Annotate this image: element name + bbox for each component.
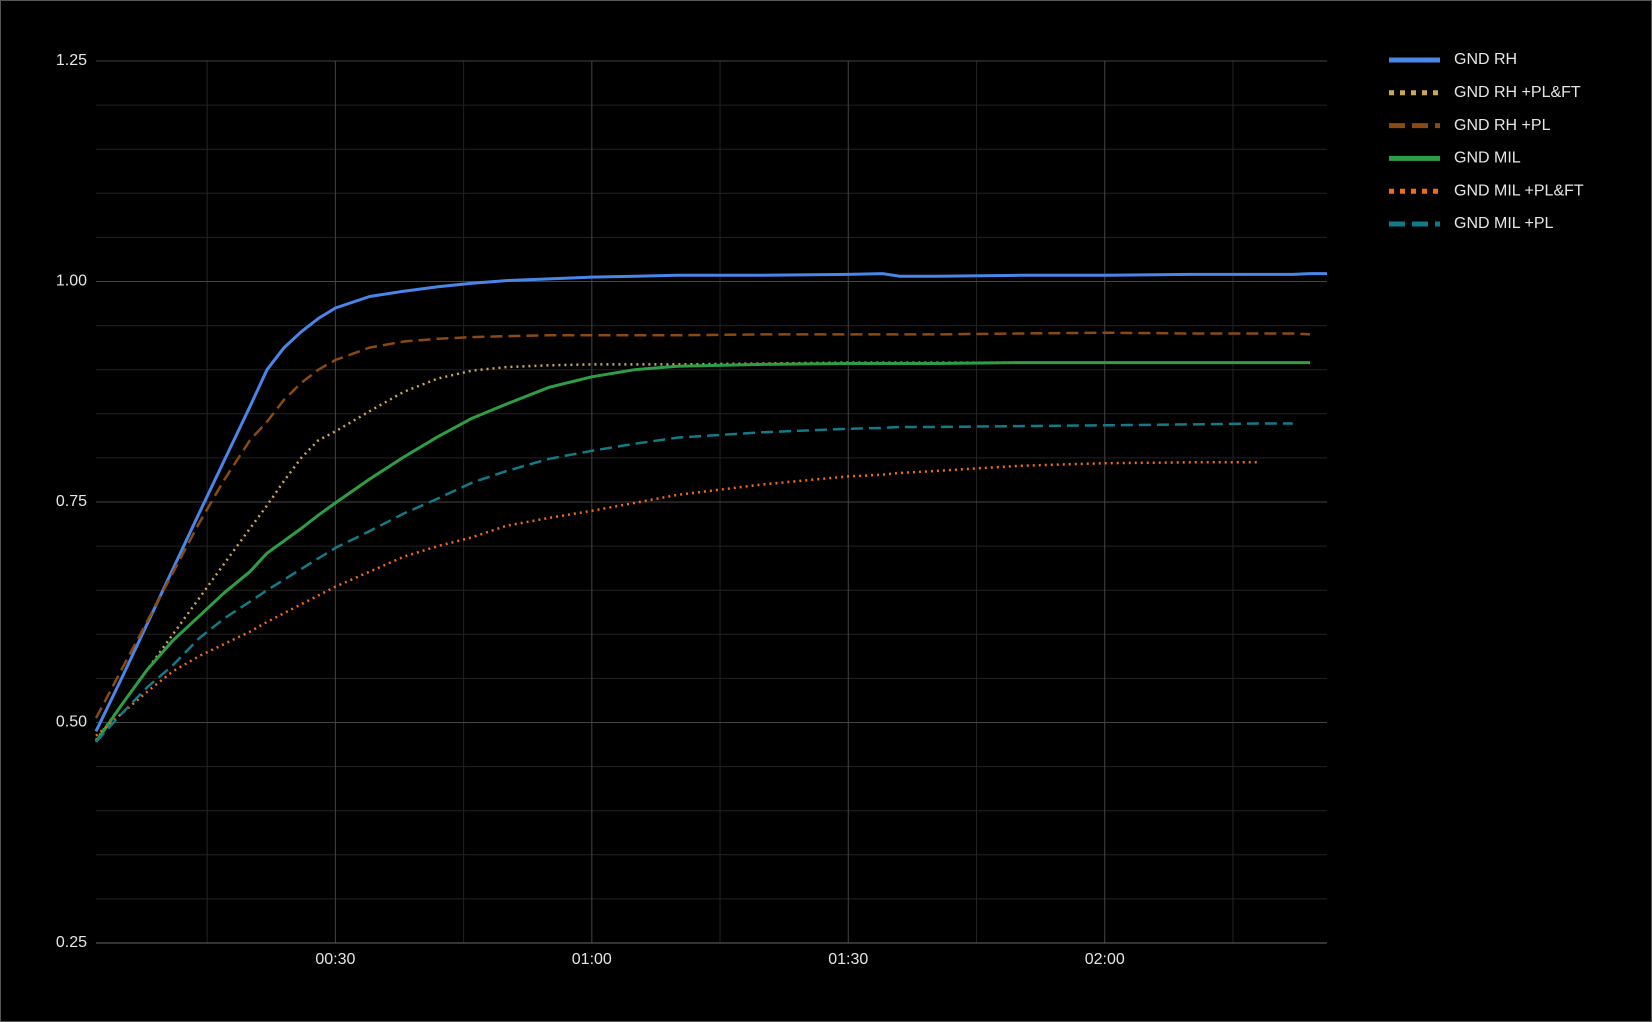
series-line: [94, 331, 1310, 719]
x-tick-label: 01:00: [572, 951, 612, 968]
x-tick-label: 00:30: [315, 951, 355, 968]
series-line: [95, 422, 1293, 743]
y-tick-label: 0.25: [56, 934, 87, 951]
legend-label: GND RH +PL&FT: [1454, 84, 1581, 101]
y-tick-label: 0.50: [56, 714, 87, 731]
series-line: [94, 361, 1310, 743]
y-tick-label: 0.75: [56, 493, 87, 510]
legend-label: GND MIL +PL: [1454, 215, 1554, 232]
legend-label: GND RH +PL: [1454, 117, 1551, 134]
legend-label: GND MIL +PL&FT: [1454, 182, 1584, 199]
y-tick-label: 1.25: [56, 52, 87, 69]
x-tick-label: 01:30: [828, 951, 868, 968]
series-line: [94, 272, 1327, 732]
legend-label: GND MIL: [1454, 150, 1521, 167]
legend-label: GND RH: [1454, 51, 1517, 68]
y-tick-label: 1.00: [56, 273, 87, 290]
x-tick-label: 02:00: [1085, 951, 1125, 968]
